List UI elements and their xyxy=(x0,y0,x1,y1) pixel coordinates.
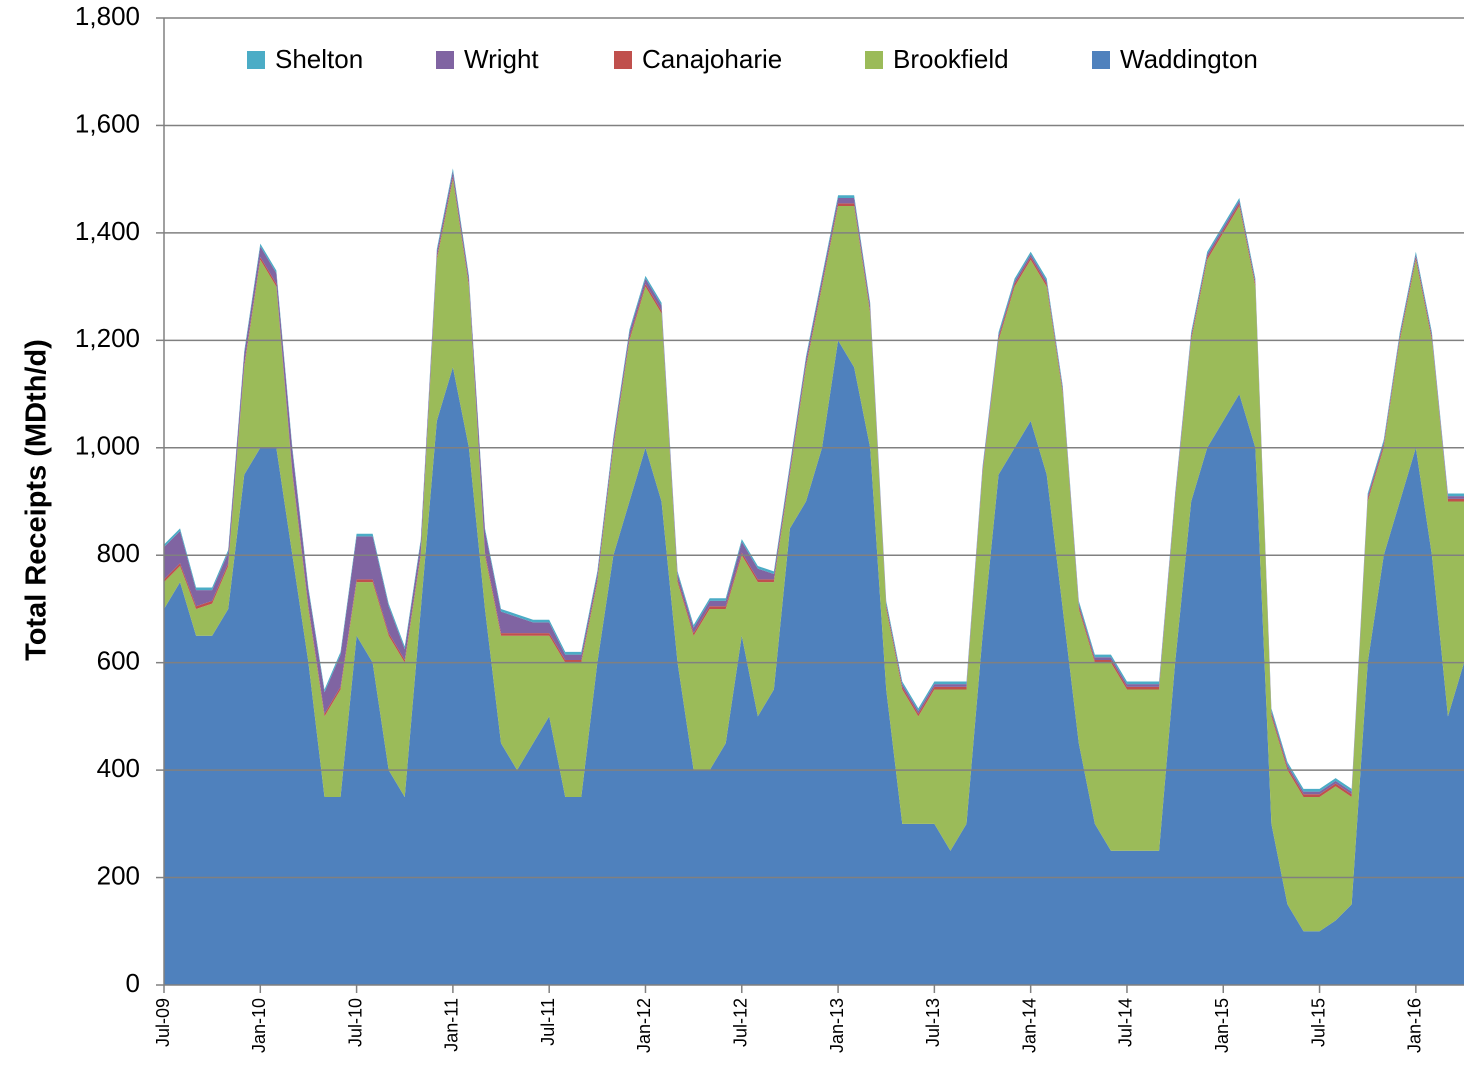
x-tick-label: Jan-13 xyxy=(827,998,847,1053)
y-tick-label: 600 xyxy=(97,646,140,676)
area xyxy=(164,179,1464,932)
y-tick-label: 1,800 xyxy=(75,1,140,31)
x-tick-label: Jul-15 xyxy=(1308,998,1328,1047)
y-tick-label: 200 xyxy=(97,860,140,890)
x-tick-label: Jan-12 xyxy=(634,998,654,1053)
y-axis-label: Total Receipts (MDth/d) xyxy=(21,339,53,661)
x-tick-label: Jul-10 xyxy=(345,998,365,1047)
legend-swatch xyxy=(247,51,265,69)
x-tick-label: Jan-16 xyxy=(1405,998,1425,1053)
x-tick-label: Jan-10 xyxy=(249,998,269,1053)
legend-label: Wright xyxy=(464,44,539,74)
y-tick-label: 0 xyxy=(126,968,140,998)
x-tick-label: Jul-11 xyxy=(538,998,558,1046)
legend-swatch xyxy=(1092,51,1110,69)
y-tick-label: 400 xyxy=(97,753,140,783)
x-tick-label: Jul-12 xyxy=(731,998,751,1047)
legend-swatch xyxy=(865,51,883,69)
legend-swatch xyxy=(436,51,454,69)
legend-label: Shelton xyxy=(275,44,363,74)
legend-swatch xyxy=(614,51,632,69)
x-tick-label: Jan-11 xyxy=(442,998,462,1052)
x-tick-label: Jan-15 xyxy=(1212,998,1232,1053)
y-tick-label: 1,200 xyxy=(75,323,140,353)
y-tick-label: 1,000 xyxy=(75,431,140,461)
x-tick-label: Jul-09 xyxy=(153,998,173,1047)
legend-label: Waddington xyxy=(1120,44,1258,74)
x-tick-label: Jul-13 xyxy=(923,998,943,1047)
y-tick-label: 800 xyxy=(97,538,140,568)
y-tick-label: 1,600 xyxy=(75,108,140,138)
legend-label: Brookfield xyxy=(893,44,1009,74)
y-tick-label: 1,400 xyxy=(75,216,140,246)
legend-label: Canajoharie xyxy=(642,44,782,74)
x-tick-label: Jul-14 xyxy=(1116,998,1136,1047)
x-tick-label: Jan-14 xyxy=(1019,998,1039,1053)
